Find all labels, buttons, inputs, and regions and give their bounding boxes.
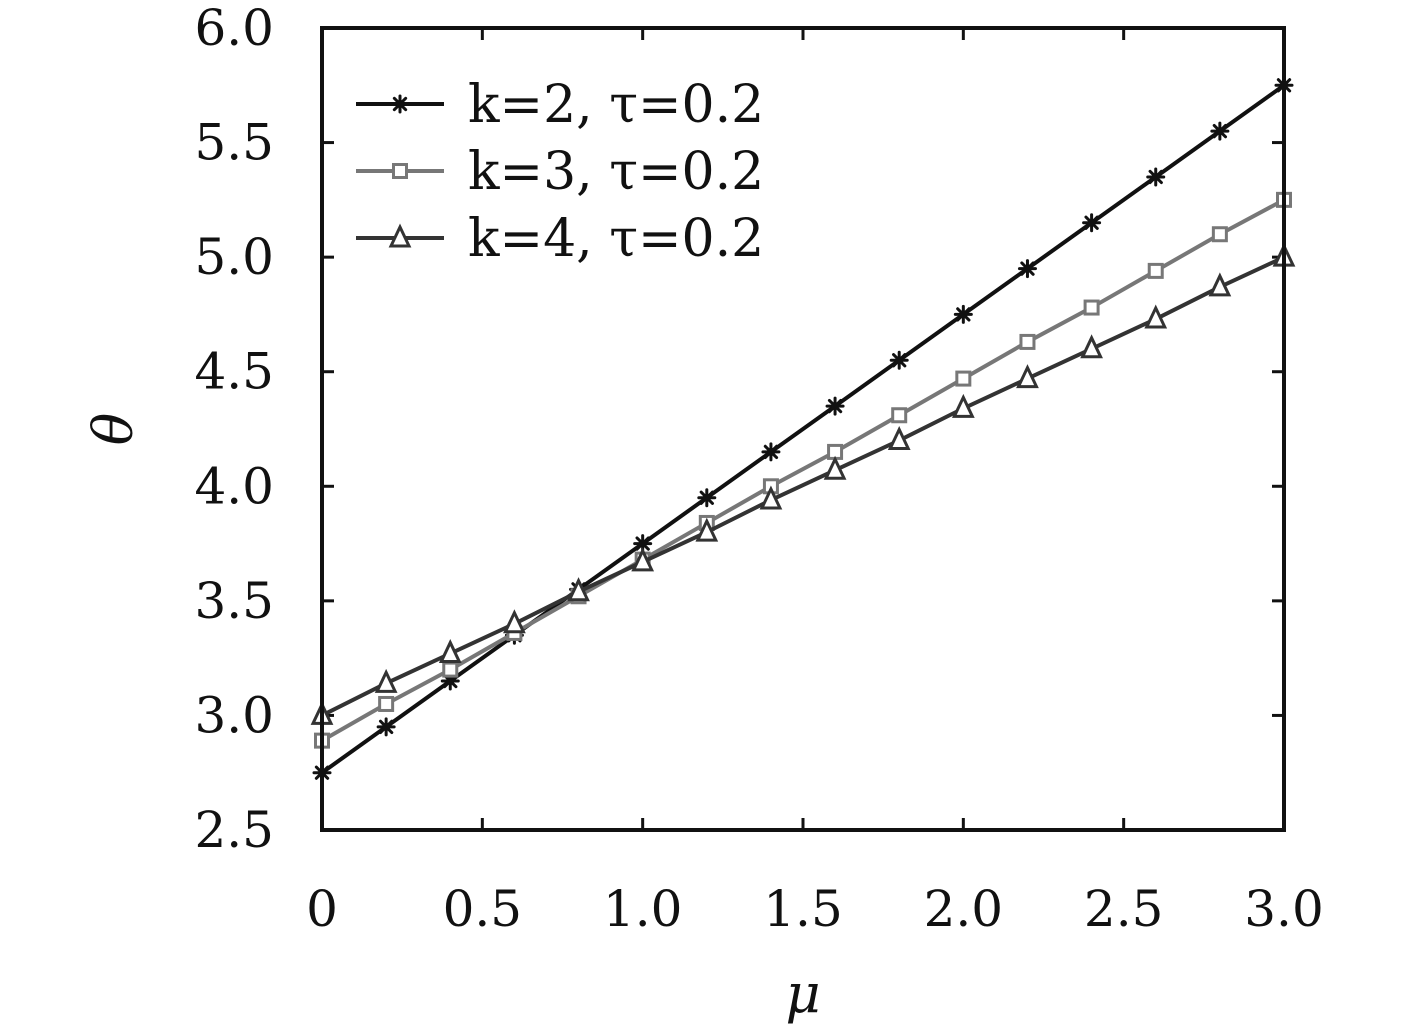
y-tick-label: 2.5 [194, 801, 274, 859]
data-point-triangle [1208, 272, 1232, 297]
data-point-asterisk [1017, 259, 1037, 279]
data-point-triangle [374, 668, 398, 693]
data-point-triangle [567, 577, 590, 602]
data-point-asterisk [390, 94, 410, 114]
data-point-asterisk [889, 350, 909, 370]
series-line [321, 255, 1285, 718]
legend-label: k=4, τ=0.2 [468, 209, 764, 269]
x-tick-label: 2.0 [924, 880, 1004, 938]
legend-item: k=3, τ=0.2 [356, 142, 764, 202]
x-tick-label: 1.0 [603, 880, 683, 938]
data-point-triangle [1016, 364, 1039, 389]
y-tick-labels: 2.5 3.0 3.5 4.0 4.5 5.0 5.5 6.0 [194, 0, 274, 859]
data-point-asterisk [1210, 121, 1230, 141]
y-tick-label: 3.5 [194, 572, 274, 630]
data-point-triangle [951, 393, 975, 418]
data-point-triangle [1144, 304, 1168, 329]
data-point-square [442, 661, 459, 678]
plot-frame [320, 26, 1286, 832]
data-point-square [1019, 333, 1036, 350]
data-point-square [891, 407, 908, 424]
x-axis-label: μ [785, 962, 820, 1025]
x-tick-label: 2.5 [1084, 880, 1164, 938]
series-layer [310, 75, 1296, 783]
legend-item: k=2, τ=0.2 [356, 75, 764, 135]
data-point-square [955, 370, 972, 387]
x-tick-label: 0 [306, 880, 338, 938]
data-point-square [378, 695, 395, 712]
data-point-triangle [631, 547, 655, 572]
series-line [320, 83, 1286, 775]
data-point-triangle [388, 223, 412, 248]
x-tick-label: 0.5 [443, 880, 523, 938]
x-tick-label: 3.0 [1244, 880, 1324, 938]
data-point-asterisk [1082, 213, 1102, 233]
data-point-asterisk [953, 304, 973, 324]
data-point-triangle [759, 485, 783, 510]
y-tick-label: 5.5 [194, 114, 274, 172]
x-tick-labels: 0 0.5 1.0 1.5 2.0 2.5 3.0 [306, 880, 1324, 938]
data-point-square [1083, 299, 1100, 316]
series-triangle [310, 242, 1296, 725]
y-tick-label: 4.0 [194, 457, 274, 515]
y-tick-label: 3.0 [194, 686, 274, 744]
data-point-triangle [823, 455, 847, 480]
legend-label: k=2, τ=0.2 [468, 75, 764, 135]
data-point-square [1211, 226, 1228, 243]
legend: k=2, τ=0.2 k=3, τ=0.2 k=4, τ=0.2 [356, 75, 764, 269]
data-point-triangle [503, 609, 526, 634]
data-point-triangle [887, 425, 911, 450]
series-asterisk [312, 75, 1294, 783]
y-tick-label: 5.0 [194, 228, 274, 286]
legend-item: k=4, τ=0.2 [356, 209, 764, 269]
y-axis-label: θ [82, 413, 145, 446]
data-point-asterisk [376, 717, 396, 737]
series-line [321, 198, 1285, 743]
x-tick-label: 1.5 [763, 880, 843, 938]
data-point-square [1147, 262, 1164, 279]
data-point-square [392, 163, 408, 179]
data-point-asterisk [761, 442, 781, 462]
series-square [314, 191, 1292, 749]
data-point-asterisk [825, 396, 845, 416]
legend-label: k=3, τ=0.2 [468, 142, 764, 202]
data-point-asterisk [697, 488, 717, 508]
data-point-triangle [695, 517, 719, 542]
data-point-triangle [1080, 334, 1103, 359]
data-point-triangle [438, 639, 462, 664]
y-tick-label: 4.5 [194, 343, 274, 401]
data-point-asterisk [1146, 167, 1166, 187]
y-tick-label: 6.0 [194, 0, 274, 57]
